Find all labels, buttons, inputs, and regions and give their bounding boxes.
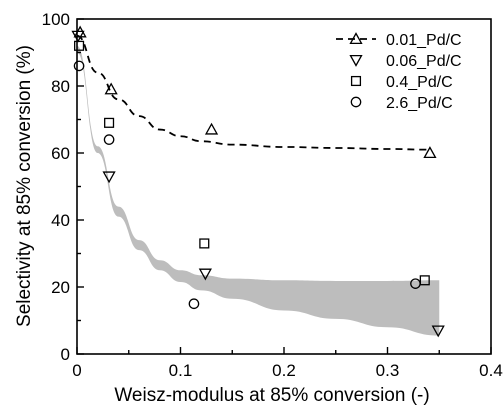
data-point-triangle-down [102,171,116,184]
data-point-triangle-down [71,30,85,43]
x-axis-title: Weisz-modulus at 85% conversion (-) [114,385,429,405]
legend-label: 0.06_Pd/C [386,53,462,70]
data-point-triangle-down [431,325,445,338]
fit-curve-dashed [76,34,429,151]
legend-label: 0.4_Pd/C [386,74,453,91]
data-point-triangle-up [104,82,118,95]
data-point-circle [410,278,421,289]
data-point-circle [73,60,85,72]
y-tick-label: 20 [51,278,70,297]
axes-layer: 0 0.1 0.2 0.3 0.4 0 20 40 60 80 100 [42,10,503,380]
legend-label: 0.01_Pd/C [386,32,462,49]
y-tick-label: 40 [51,211,70,230]
confidence-band [77,45,440,336]
data-point-square [104,117,115,128]
y-tick-label: 60 [51,144,70,163]
data-point-circle [188,298,200,310]
y-tick-label: 100 [42,10,70,29]
data-point-triangle-down [198,268,212,281]
plot-layer [71,25,445,338]
data-point-square [74,40,85,51]
data-point-triangle-up [423,146,437,159]
legend-marker-circle [350,96,362,108]
legend-marker-triangle-down [349,54,363,67]
x-tick-label: 0.2 [272,361,296,380]
data-point-square [419,275,430,286]
x-tick-label: 0.4 [479,361,503,380]
legend-marker-triangle-up [349,32,363,45]
x-tick-label: 0.3 [376,361,400,380]
legend-marker-square [350,75,362,87]
legend: 0.01_Pd/C 0.06_Pd/C 0.4_Pd/C 2.6_Pd/C [336,32,462,112]
x-tick-label: 0 [72,361,81,380]
x-tick-label: 0.1 [169,361,193,380]
y-tick-label: 0 [61,345,70,364]
data-point-circle [103,134,115,145]
legend-label: 2.6_Pd/C [386,95,453,112]
y-tick-label: 80 [51,77,70,96]
data-point-square [199,238,210,249]
y-axis-title: Selectivity at 85% conversion (%) [14,45,35,327]
data-point-triangle-up [204,122,219,135]
